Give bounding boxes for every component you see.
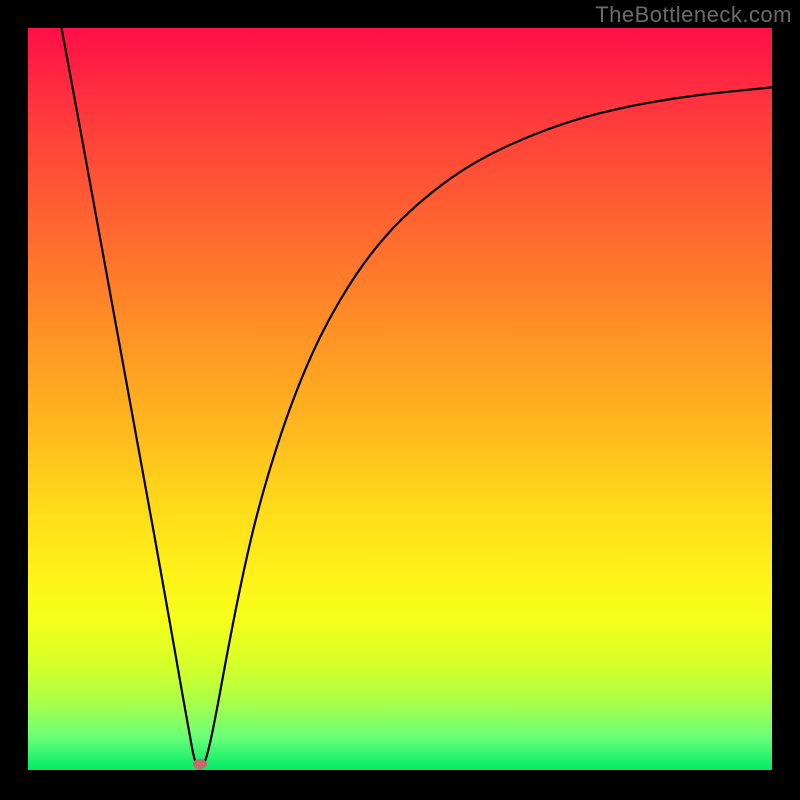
curve-path: [61, 28, 772, 768]
frame-left: [0, 0, 28, 800]
watermark-text: TheBottleneck.com: [595, 2, 792, 28]
minimum-marker: [193, 759, 207, 769]
frame-bottom: [0, 770, 800, 800]
plot-area: [28, 28, 772, 770]
frame-right: [772, 0, 800, 800]
bottleneck-curve: [28, 28, 772, 770]
